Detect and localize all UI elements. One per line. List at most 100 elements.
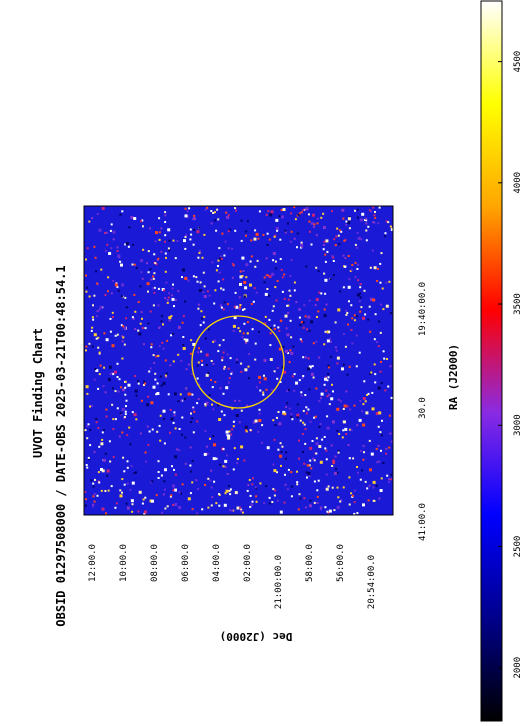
noise-pixel bbox=[87, 458, 90, 461]
noise-pixel bbox=[243, 308, 246, 311]
noise-pixel bbox=[234, 229, 237, 232]
noise-pixel bbox=[121, 283, 125, 287]
noise-pixel bbox=[235, 358, 238, 361]
noise-pixel bbox=[274, 260, 277, 263]
noise-pixel bbox=[181, 321, 184, 324]
noise-pixel bbox=[373, 221, 376, 224]
noise-pixel bbox=[200, 359, 203, 362]
noise-pixel bbox=[390, 478, 393, 481]
noise-pixel bbox=[119, 213, 122, 216]
noise-pixel bbox=[282, 412, 285, 415]
noise-pixel bbox=[121, 491, 123, 494]
noise-pixel bbox=[180, 359, 183, 362]
noise-pixel bbox=[298, 379, 301, 382]
noise-pixel bbox=[157, 257, 160, 260]
noise-pixel bbox=[371, 407, 375, 411]
noise-pixel bbox=[157, 287, 160, 290]
noise-pixel bbox=[353, 512, 356, 515]
noise-pixel bbox=[222, 448, 225, 450]
noise-pixel bbox=[320, 506, 323, 509]
noise-pixel bbox=[379, 331, 382, 334]
noise-pixel bbox=[249, 429, 252, 432]
noise-pixel bbox=[334, 455, 337, 458]
noise-pixel bbox=[245, 276, 248, 279]
noise-pixel bbox=[273, 235, 276, 238]
noise-pixel bbox=[287, 311, 290, 314]
noise-pixel bbox=[215, 502, 218, 505]
noise-pixel bbox=[365, 222, 368, 225]
noise-pixel bbox=[267, 210, 270, 213]
noise-pixel bbox=[147, 443, 150, 446]
noise-pixel bbox=[156, 259, 159, 261]
noise-pixel bbox=[142, 225, 144, 228]
noise-pixel bbox=[298, 439, 300, 442]
noise-pixel bbox=[152, 385, 156, 389]
noise-pixel bbox=[257, 237, 260, 240]
noise-pixel bbox=[170, 417, 174, 421]
noise-pixel bbox=[298, 493, 301, 496]
dec-tick-label: 20:54:00.0 bbox=[367, 555, 377, 609]
noise-pixel bbox=[293, 289, 296, 292]
noise-pixel bbox=[243, 338, 246, 341]
noise-pixel bbox=[268, 294, 271, 297]
noise-pixel bbox=[129, 488, 132, 491]
noise-pixel bbox=[135, 471, 137, 474]
noise-pixel bbox=[385, 304, 389, 308]
noise-pixel bbox=[85, 385, 89, 389]
noise-pixel bbox=[326, 395, 329, 398]
noise-pixel bbox=[356, 293, 360, 297]
noise-pixel bbox=[146, 262, 149, 265]
noise-pixel bbox=[172, 484, 175, 488]
noise-pixel bbox=[155, 231, 158, 235]
noise-pixel bbox=[313, 459, 316, 462]
noise-pixel bbox=[377, 386, 381, 390]
noise-pixel bbox=[154, 378, 157, 381]
noise-pixel bbox=[180, 399, 183, 402]
noise-pixel bbox=[374, 211, 376, 213]
noise-pixel bbox=[165, 256, 167, 259]
noise-pixel bbox=[226, 454, 229, 457]
noise-pixel bbox=[112, 316, 114, 319]
noise-pixel bbox=[365, 229, 368, 232]
noise-pixel bbox=[208, 294, 211, 297]
noise-pixel bbox=[283, 370, 286, 374]
noise-pixel bbox=[122, 388, 126, 392]
noise-pixel bbox=[275, 226, 279, 230]
noise-pixel bbox=[231, 407, 234, 410]
noise-pixel bbox=[97, 387, 100, 390]
noise-pixel bbox=[116, 250, 119, 252]
noise-pixel bbox=[184, 247, 187, 250]
noise-pixel bbox=[245, 429, 247, 432]
noise-pixel bbox=[191, 508, 194, 511]
noise-pixel bbox=[263, 377, 267, 381]
noise-pixel bbox=[308, 213, 310, 216]
noise-pixel bbox=[89, 429, 92, 432]
noise-pixel bbox=[164, 252, 167, 255]
noise-pixel bbox=[337, 308, 341, 312]
noise-pixel bbox=[199, 281, 202, 284]
noise-pixel bbox=[149, 227, 151, 230]
noise-pixel bbox=[189, 464, 192, 467]
noise-pixel bbox=[361, 469, 363, 472]
noise-pixel bbox=[318, 425, 321, 428]
noise-pixel bbox=[219, 387, 222, 390]
noise-pixel bbox=[245, 338, 249, 342]
noise-pixel bbox=[131, 503, 134, 506]
noise-pixel bbox=[202, 321, 205, 324]
source-region-circle[interactable] bbox=[191, 315, 285, 409]
noise-pixel bbox=[96, 213, 99, 216]
noise-pixel bbox=[94, 478, 96, 481]
noise-pixel bbox=[372, 221, 375, 224]
noise-pixel bbox=[95, 421, 98, 424]
noise-pixel bbox=[348, 365, 351, 368]
noise-pixel bbox=[333, 472, 337, 475]
noise-pixel bbox=[100, 468, 103, 471]
noise-pixel bbox=[303, 423, 306, 426]
noise-pixel bbox=[251, 328, 254, 331]
noise-pixel bbox=[280, 450, 283, 453]
noise-pixel bbox=[331, 255, 334, 258]
noise-pixel bbox=[326, 379, 329, 382]
noise-pixel bbox=[250, 255, 253, 258]
noise-pixel bbox=[137, 382, 140, 385]
noise-pixel bbox=[133, 263, 136, 266]
